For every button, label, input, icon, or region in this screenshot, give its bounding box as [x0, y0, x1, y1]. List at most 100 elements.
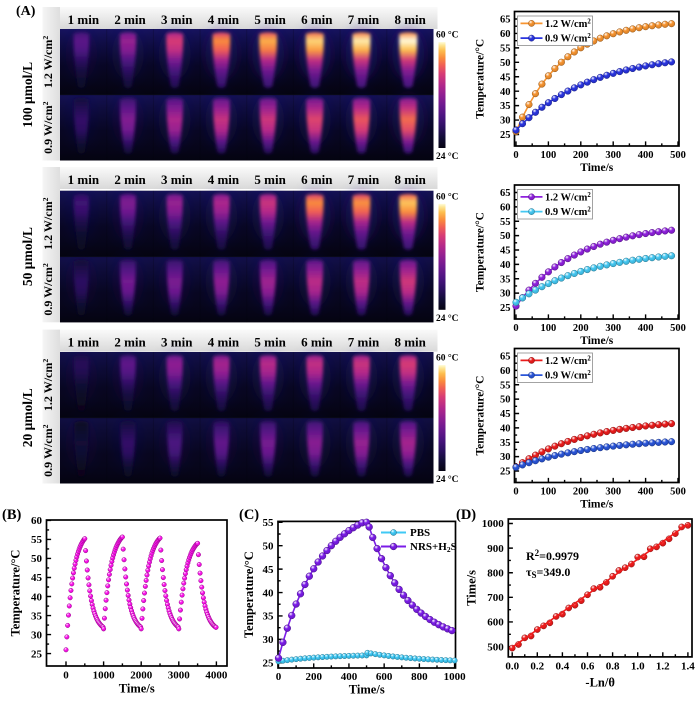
svg-text:0.9 W/cm2: 0.9 W/cm2 — [545, 33, 591, 45]
svg-text:40: 40 — [31, 591, 43, 603]
svg-text:1 min: 1 min — [68, 12, 100, 27]
svg-text:25: 25 — [263, 658, 275, 670]
svg-text:8 min: 8 min — [394, 172, 426, 187]
svg-text:2 min: 2 min — [114, 334, 146, 349]
svg-text:Time/s: Time/s — [464, 570, 478, 606]
svg-text:6 min: 6 min — [301, 172, 333, 187]
svg-text:8 min: 8 min — [394, 12, 426, 27]
svg-text:1 min: 1 min — [68, 172, 100, 187]
svg-text:7 min: 7 min — [348, 172, 380, 187]
svg-text:1.2 W/cm2: 1.2 W/cm2 — [545, 192, 591, 204]
svg-text:1000: 1000 — [444, 671, 467, 683]
svg-text:2 min: 2 min — [114, 12, 146, 27]
svg-text:35: 35 — [263, 611, 275, 623]
svg-text:PBS: PBS — [410, 527, 430, 539]
svg-text:50: 50 — [263, 540, 275, 552]
svg-text:0.0: 0.0 — [505, 661, 519, 673]
svg-text:35: 35 — [500, 438, 511, 449]
svg-text:Time/s: Time/s — [119, 682, 155, 696]
svg-text:50: 50 — [500, 58, 511, 69]
svg-text:60: 60 — [31, 515, 43, 527]
svg-text:0.8: 0.8 — [606, 661, 620, 673]
svg-text:3000: 3000 — [168, 670, 191, 682]
svg-text:40: 40 — [500, 260, 511, 271]
svg-text:4000: 4000 — [205, 670, 228, 682]
svg-text:24 °C: 24 °C — [436, 313, 459, 324]
svg-text:500: 500 — [670, 487, 686, 498]
svg-text:0.2: 0.2 — [530, 661, 544, 673]
svg-text:0.9 W/cm2: 0.9 W/cm2 — [41, 424, 55, 476]
svg-text:200: 200 — [305, 671, 322, 683]
svg-text:50: 50 — [31, 553, 43, 565]
svg-text:0.6: 0.6 — [581, 661, 595, 673]
svg-text:1.2 W/cm2: 1.2 W/cm2 — [545, 18, 591, 30]
svg-text:6 min: 6 min — [301, 12, 333, 27]
svg-text:R2=0.9979: R2=0.9979 — [526, 548, 579, 563]
svg-text:300: 300 — [605, 323, 621, 334]
svg-text:100 μmol/L: 100 μmol/L — [20, 62, 35, 128]
svg-text:3 min: 3 min — [161, 12, 193, 27]
svg-text:1.4: 1.4 — [681, 661, 695, 673]
svg-text:60: 60 — [500, 29, 511, 40]
svg-text:600: 600 — [487, 617, 504, 629]
svg-text:50: 50 — [500, 395, 511, 406]
svg-text:2000: 2000 — [130, 670, 153, 682]
svg-text:30: 30 — [31, 629, 43, 641]
svg-text:0: 0 — [513, 323, 518, 334]
svg-text:35: 35 — [500, 274, 511, 285]
svg-text:Time/s: Time/s — [349, 683, 385, 697]
svg-text:500: 500 — [670, 150, 686, 161]
svg-text:25: 25 — [500, 467, 511, 478]
svg-text:25: 25 — [500, 130, 511, 141]
svg-text:0.9 W/cm2: 0.9 W/cm2 — [545, 207, 591, 219]
svg-text:30: 30 — [500, 452, 511, 463]
svg-text:4 min: 4 min — [208, 12, 240, 27]
svg-text:800: 800 — [411, 671, 428, 683]
svg-text:0: 0 — [276, 671, 282, 683]
svg-text:55: 55 — [500, 217, 511, 228]
svg-text:25: 25 — [31, 648, 43, 660]
svg-text:50 μmol/L: 50 μmol/L — [20, 227, 35, 286]
svg-text:45: 45 — [31, 572, 43, 584]
svg-text:55: 55 — [31, 534, 43, 546]
svg-text:1.2 W/cm2: 1.2 W/cm2 — [545, 355, 591, 367]
svg-text:45: 45 — [500, 72, 511, 83]
svg-text:3 min: 3 min — [161, 172, 193, 187]
svg-text:1.2 W/cm2: 1.2 W/cm2 — [41, 36, 55, 88]
svg-text:45: 45 — [263, 564, 275, 576]
svg-text:25: 25 — [500, 303, 511, 314]
svg-text:1.0: 1.0 — [631, 661, 645, 673]
svg-text:5 min: 5 min — [254, 172, 286, 187]
svg-text:30: 30 — [500, 116, 511, 127]
svg-text:700: 700 — [487, 592, 504, 604]
svg-text:(C): (C) — [239, 507, 259, 523]
svg-text:30: 30 — [500, 289, 511, 300]
svg-text:Temperature/°C: Temperature/°C — [9, 550, 23, 637]
svg-text:0.4: 0.4 — [556, 661, 570, 673]
svg-text:0: 0 — [513, 150, 518, 161]
svg-text:24 °C: 24 °C — [436, 151, 459, 162]
svg-text:200: 200 — [573, 487, 589, 498]
svg-text:Temperature/°C: Temperature/°C — [475, 39, 487, 119]
svg-text:0.9 W/cm2: 0.9 W/cm2 — [545, 370, 591, 382]
svg-text:4 min: 4 min — [208, 172, 240, 187]
svg-text:1.2 W/cm2: 1.2 W/cm2 — [41, 359, 55, 411]
svg-text:60 °C: 60 °C — [436, 192, 459, 203]
svg-text:(B): (B) — [2, 507, 22, 523]
svg-text:60 °C: 60 °C — [436, 30, 459, 41]
svg-text:50: 50 — [500, 231, 511, 242]
svg-text:200: 200 — [573, 150, 589, 161]
svg-text:0.9 W/cm2: 0.9 W/cm2 — [41, 101, 55, 153]
svg-text:τS=349.0: τS=349.0 — [526, 565, 570, 580]
svg-text:45: 45 — [500, 246, 511, 257]
svg-text:65: 65 — [500, 352, 511, 363]
svg-text:500: 500 — [487, 641, 504, 653]
svg-text:0.9 W/cm2: 0.9 W/cm2 — [41, 263, 55, 315]
svg-text:7 min: 7 min — [348, 12, 380, 27]
svg-text:65: 65 — [500, 15, 511, 26]
svg-text:40: 40 — [500, 87, 511, 98]
svg-text:5 min: 5 min — [254, 334, 286, 349]
svg-text:20 μmol/L: 20 μmol/L — [20, 388, 35, 447]
svg-text:1000: 1000 — [93, 670, 116, 682]
svg-text:100: 100 — [541, 323, 557, 334]
